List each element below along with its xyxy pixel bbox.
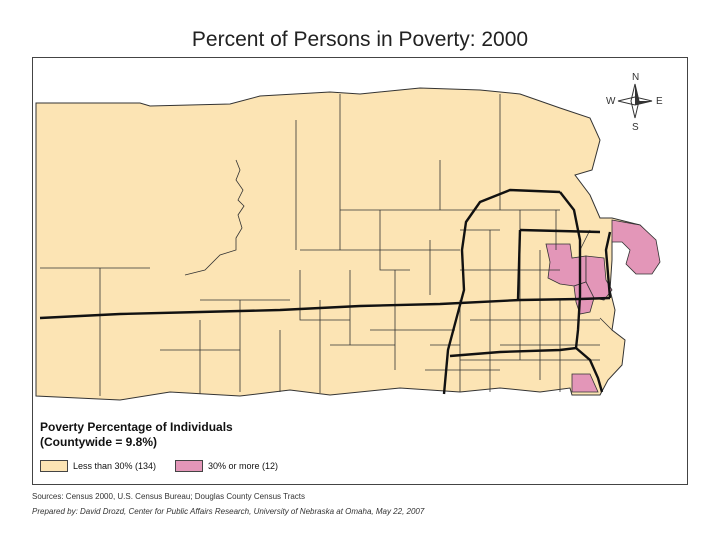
credits: Sources: Census 2000, U.S. Census Bureau… — [32, 489, 424, 519]
compass-west: W — [606, 96, 616, 107]
sources-text: Sources: Census 2000, U.S. Census Bureau… — [32, 492, 306, 501]
legend-title: Poverty Percentage of Individuals (Count… — [40, 420, 233, 450]
legend-item-low: Less than 30% (134) — [40, 460, 156, 472]
legend-label-high: 30% or more (12) — [208, 461, 279, 471]
legend-label-low: Less than 30% (134) — [73, 461, 157, 471]
prepared-by-text: Prepared by: David Drozd, Center for Pub… — [32, 507, 425, 516]
compass-rose-icon — [617, 83, 653, 119]
major-roads — [39, 188, 612, 395]
legend-title-line1: Poverty Percentage of Individuals — [40, 420, 233, 434]
high-poverty-tracts — [545, 219, 661, 393]
legend-item-high: 30% or more (12) — [175, 460, 278, 472]
tract-boundaries — [40, 94, 613, 396]
legend-swatch-high — [175, 460, 203, 472]
map-title: Percent of Persons in Poverty: 2000 — [191, 28, 529, 51]
compass-rose: N S E W — [604, 70, 666, 136]
compass-north: N — [632, 72, 640, 83]
legend-title-line2: (Countywide = 9.8%) — [40, 435, 158, 449]
compass-east: E — [656, 96, 663, 107]
legend-swatch-low — [40, 460, 68, 472]
compass-south: S — [632, 122, 639, 133]
